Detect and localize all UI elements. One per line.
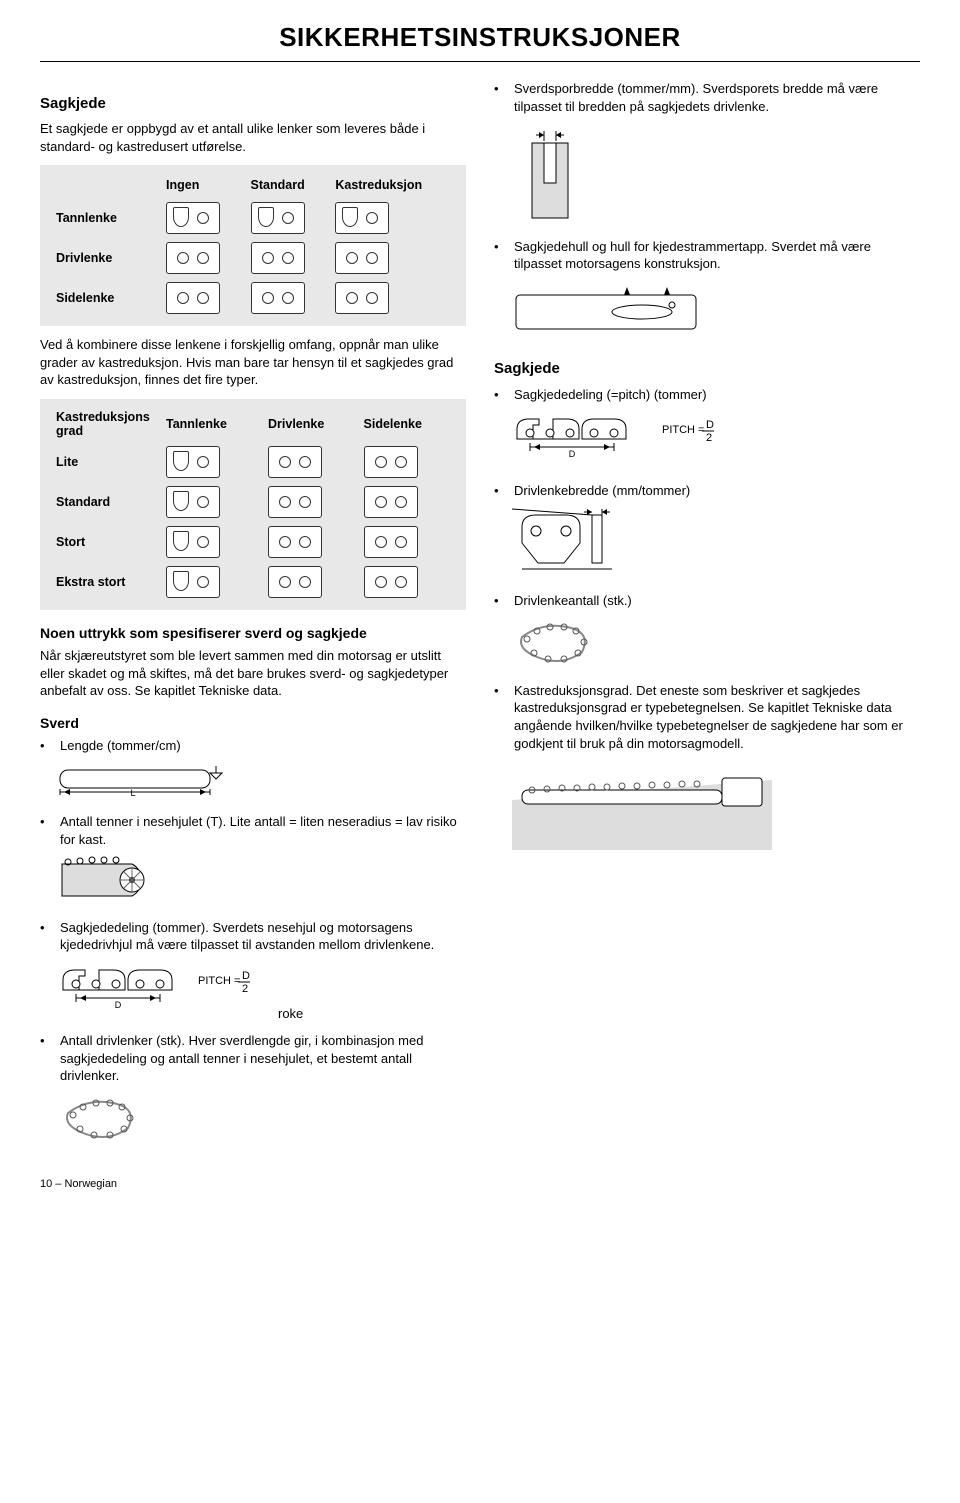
link-icon (335, 202, 389, 234)
bullet-sagkjededeling: • Sagkjededeling (tommer). Sverdets nese… (40, 919, 466, 954)
pitch-label: PITCH = (198, 975, 240, 987)
bullet-sagkjedehull: • Sagkjedehull og hull for kjedestrammer… (494, 238, 920, 273)
bullet-tenner: • Antall tenner i nesehjulet (T). Lite a… (40, 813, 466, 848)
link-icon (364, 526, 418, 558)
link-icon (251, 282, 305, 314)
diagram-bar-length: L (58, 762, 466, 803)
diagram-pitch-right: D PITCH = D 2 (512, 411, 920, 472)
link-icon (364, 486, 418, 518)
b-drivlenkeantall: Drivlenkeantall (stk.) (514, 592, 632, 610)
link-icon (166, 202, 220, 234)
bullet-dot: • (494, 682, 504, 752)
pitch-2: 2 (242, 983, 248, 995)
bullet-kastreduksjonsgrad: • Kastreduksjonsgrad. Det eneste som bes… (494, 682, 920, 752)
p-combine: Ved å kombinere disse lenkene i forskjel… (40, 336, 466, 389)
bullet-dot: • (494, 592, 504, 610)
left-col: Sagkjede Et sagkjede er oppbygd av et an… (40, 80, 466, 1157)
t2-r0: Lite (50, 442, 160, 482)
t2-h1: Tannlenke (160, 407, 262, 443)
t1-h2: Standard (245, 173, 330, 198)
bullet-lengde: • Lengde (tommer/cm) (40, 737, 466, 755)
link-icon (166, 486, 220, 518)
link-icon (268, 526, 322, 558)
t1-r1-label: Drivlenke (50, 238, 160, 278)
t2-h3: Sidelenke (358, 407, 456, 443)
t2-r1: Standard (50, 482, 160, 522)
bullet-r-sagkjededeling: • Sagkjededeling (=pitch) (tommer) (494, 386, 920, 404)
b-lengde: Lengde (tommer/cm) (60, 737, 181, 755)
b-drivlenker: Antall drivlenker (stk). Hver sverdlengd… (60, 1032, 466, 1085)
diagram-chain-loop-r (512, 617, 920, 672)
diagram-mount-holes (512, 281, 920, 346)
label-L: L (130, 788, 135, 798)
b-sagkjedehull: Sagkjedehull og hull for kjedestrammerta… (514, 238, 920, 273)
t2-h0: Kastreduksjons grad (50, 407, 160, 443)
b-drivlenkebredde: Drivlenkebredde (mm/tommer) (514, 482, 690, 500)
link-icon (364, 446, 418, 478)
label-D-r: D (569, 449, 576, 459)
link-icon (268, 566, 322, 598)
bullet-drivlenker: • Antall drivlenker (stk). Hver sverdlen… (40, 1032, 466, 1085)
page-footer: 10 – Norwegian (40, 1177, 920, 1192)
page-title: SIKKERHETSINSTRUKSJONER (40, 20, 920, 62)
pitch-d-r: D (706, 419, 714, 431)
link-icon (166, 526, 220, 558)
main-columns: Sagkjede Et sagkjede er oppbygd av et an… (40, 80, 920, 1157)
bullet-sporbredde: • Sverdsporbredde (tommer/mm). Sverdspor… (494, 80, 920, 115)
bullet-drivlenkeantall: • Drivlenkeantall (stk.) (494, 592, 920, 610)
b-sagkjededeling: Sagkjededeling (tommer). Sverdets nesehj… (60, 919, 466, 954)
label-D: D (115, 1000, 122, 1010)
link-icon (268, 446, 322, 478)
link-icon (251, 242, 305, 274)
bullet-dot: • (40, 919, 50, 954)
pitch-2-r: 2 (706, 432, 712, 444)
link-table-2: Kastreduksjons grad Tannlenke Drivlenke … (40, 399, 466, 611)
t1-h3: Kastreduksjon (329, 173, 456, 198)
link-table-1: Ingen Standard Kastreduksjon Tannlenke D… (40, 165, 466, 326)
t2-r2: Stort (50, 522, 160, 562)
p-noen: Når skjæreutstyret som ble levert sammen… (40, 647, 466, 700)
diagram-chain-loop (58, 1093, 466, 1148)
link-icon (335, 282, 389, 314)
link-icon (166, 446, 220, 478)
h-sverd: Sverd (40, 714, 466, 733)
link-icon (251, 202, 305, 234)
bullet-dot: • (494, 386, 504, 404)
pitch-d: D (242, 970, 250, 982)
t1-r2-label: Sidelenke (50, 278, 160, 318)
bullet-dot: • (40, 1032, 50, 1085)
bullet-dot: • (494, 80, 504, 115)
pitch-label-r: PITCH = (662, 424, 704, 436)
t1-h0 (50, 173, 160, 198)
b-sporbredde: Sverdsporbredde (tommer/mm). Sverdsporet… (514, 80, 920, 115)
bullet-dot: • (494, 482, 504, 500)
link-icon (364, 566, 418, 598)
t1-r0-label: Tannlenke (50, 198, 160, 238)
diagram-drive-width (512, 507, 920, 582)
bullet-dot: • (494, 238, 504, 273)
diagram-nose-sprocket (58, 856, 466, 909)
h-sagkjede: Sagkjede (40, 94, 466, 114)
link-icon (166, 242, 220, 274)
diagram-pitch-left: D PITCH = D 2 roke (58, 962, 466, 1023)
t1-h1: Ingen (160, 173, 245, 198)
bullet-dot: • (40, 737, 50, 755)
t2-h2: Drivlenke (262, 407, 358, 443)
h-noen: Noen uttrykk som spesifiserer sverd og s… (40, 624, 466, 643)
right-col: • Sverdsporbredde (tommer/mm). Sverdspor… (494, 80, 920, 1157)
b-kastreduksjonsgrad: Kastreduksjonsgrad. Det eneste som beskr… (514, 682, 920, 752)
b-tenner: Antall tenner i nesehjulet (T). Lite ant… (60, 813, 466, 848)
t2-r3: Ekstra stort (50, 562, 160, 602)
link-icon (166, 566, 220, 598)
p-intro: Et sagkjede er oppbygd av et antall ulik… (40, 120, 466, 155)
h-sagkjede-r: Sagkjede (494, 359, 920, 379)
link-icon (335, 242, 389, 274)
bullet-dot: • (40, 813, 50, 848)
diagram-groove-width (512, 123, 920, 228)
link-icon (166, 282, 220, 314)
link-icon (268, 486, 322, 518)
diagram-bar-in-use (512, 760, 920, 855)
bullet-drivlenkebredde: • Drivlenkebredde (mm/tommer) (494, 482, 920, 500)
b-r-sagkjededeling: Sagkjededeling (=pitch) (tommer) (514, 386, 707, 404)
